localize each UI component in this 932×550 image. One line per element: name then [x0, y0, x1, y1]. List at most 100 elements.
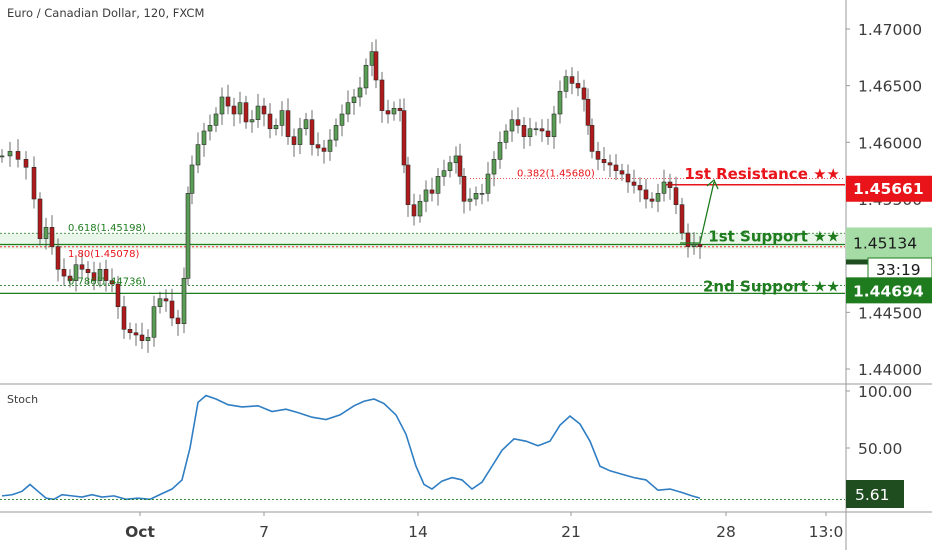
candle-down [613, 164, 619, 171]
candle-down [397, 108, 403, 111]
candle-down [601, 159, 607, 164]
candle-down [625, 173, 631, 183]
candle-down [457, 155, 463, 177]
time-tick-label: 14 [408, 523, 428, 541]
price-tick-label: 1.46000 [858, 134, 922, 152]
candle-down [619, 170, 625, 175]
candle-down [515, 119, 521, 126]
candle-down [15, 151, 21, 160]
resistance-price-label: 1.45661 [853, 180, 924, 198]
fib-label: 0.618(1.45198) [68, 223, 146, 234]
candle-up [195, 144, 201, 166]
candle-up [351, 96, 357, 103]
time-tick-label: Oct [125, 523, 155, 541]
candle-up [441, 170, 447, 177]
candle-up [73, 264, 79, 281]
projection-arrow-line [699, 181, 715, 244]
candle-down [243, 102, 249, 123]
candle-down [411, 204, 417, 217]
candle-down [225, 96, 231, 107]
candle-down [285, 110, 291, 137]
candle-down [673, 187, 679, 205]
candle-down [139, 334, 145, 341]
candle-up [339, 113, 345, 126]
candle-up [655, 193, 661, 202]
candle-up [503, 130, 509, 143]
candle-up [417, 200, 423, 217]
time-tick-label: 21 [561, 523, 581, 541]
stoch-value-box [846, 480, 904, 508]
candle-up [255, 105, 261, 120]
candle-down [115, 283, 121, 307]
candle-down [67, 275, 73, 281]
candle-down [31, 166, 37, 200]
candle-up [473, 193, 479, 200]
candle-down [49, 227, 55, 247]
candle-up [369, 51, 375, 66]
candle-up [563, 76, 569, 92]
candle-down [373, 51, 379, 81]
candle-up [557, 91, 563, 115]
support-2-label: 2nd Support ★★ [703, 277, 840, 295]
candle-up [485, 173, 491, 194]
candle-up [273, 125, 279, 130]
candle-up [181, 278, 187, 324]
candle-up [453, 155, 459, 164]
candle-down [461, 176, 467, 202]
candle-up [691, 244, 697, 247]
resistance-price-box [846, 175, 932, 202]
support-1-price-label: 1.45134 [853, 234, 917, 252]
candle-down [37, 198, 43, 239]
candle-up [7, 151, 13, 157]
support-2-price-box [846, 277, 932, 304]
candle-up [279, 110, 285, 126]
candle-down [169, 300, 175, 319]
candle-down [109, 280, 115, 285]
chart-title: Euro / Canadian Dollar, 120, FXCM [7, 6, 205, 20]
candle-up [185, 193, 191, 279]
countdown-label: 33:19 [876, 261, 921, 279]
candle-down [267, 113, 273, 130]
price-tick-label: 1.47000 [858, 21, 922, 39]
candle-up [661, 181, 667, 194]
candle-down [133, 332, 139, 336]
candle-up [363, 64, 369, 89]
time-tick-label: 13:0 [809, 523, 844, 541]
candle-up [219, 96, 225, 115]
candle-down [385, 110, 391, 115]
projection-arrow-head [706, 178, 719, 190]
candle-down [607, 162, 613, 166]
candle-down [55, 246, 61, 270]
price-tick-label: 1.44000 [858, 361, 922, 379]
candle-down [61, 268, 67, 277]
price-tick-label: 1.46500 [858, 78, 922, 96]
candle-up [327, 139, 333, 152]
candle-down [261, 105, 267, 115]
candle-up [357, 87, 363, 98]
resistance-1-label: 1st Resistance ★★ [684, 165, 840, 183]
candle-down [379, 79, 385, 111]
candle-up [467, 198, 473, 202]
candle-down [575, 83, 581, 89]
candle-up [249, 119, 255, 123]
stoch-line [1, 394, 701, 501]
candle-down [79, 264, 85, 270]
candle-down [429, 189, 435, 194]
candle-down [91, 272, 97, 281]
candle-up [43, 227, 49, 239]
fib-label: 0.786(1.44736) [68, 277, 146, 288]
candle-down [231, 105, 237, 115]
fib-label: 0.382(1.45680) [517, 169, 595, 180]
support-2-price-label: 1.44694 [853, 282, 924, 300]
candle-down [589, 125, 595, 152]
candle-up [157, 298, 163, 307]
stoch-value-label: 5.61 [855, 486, 890, 504]
candle-up [345, 102, 351, 115]
support-1-price-box [846, 227, 932, 260]
candle-down [637, 185, 643, 191]
candle-down [103, 268, 109, 281]
stoch-indicator-label: Stoch [7, 393, 39, 406]
candle-down [321, 147, 327, 152]
